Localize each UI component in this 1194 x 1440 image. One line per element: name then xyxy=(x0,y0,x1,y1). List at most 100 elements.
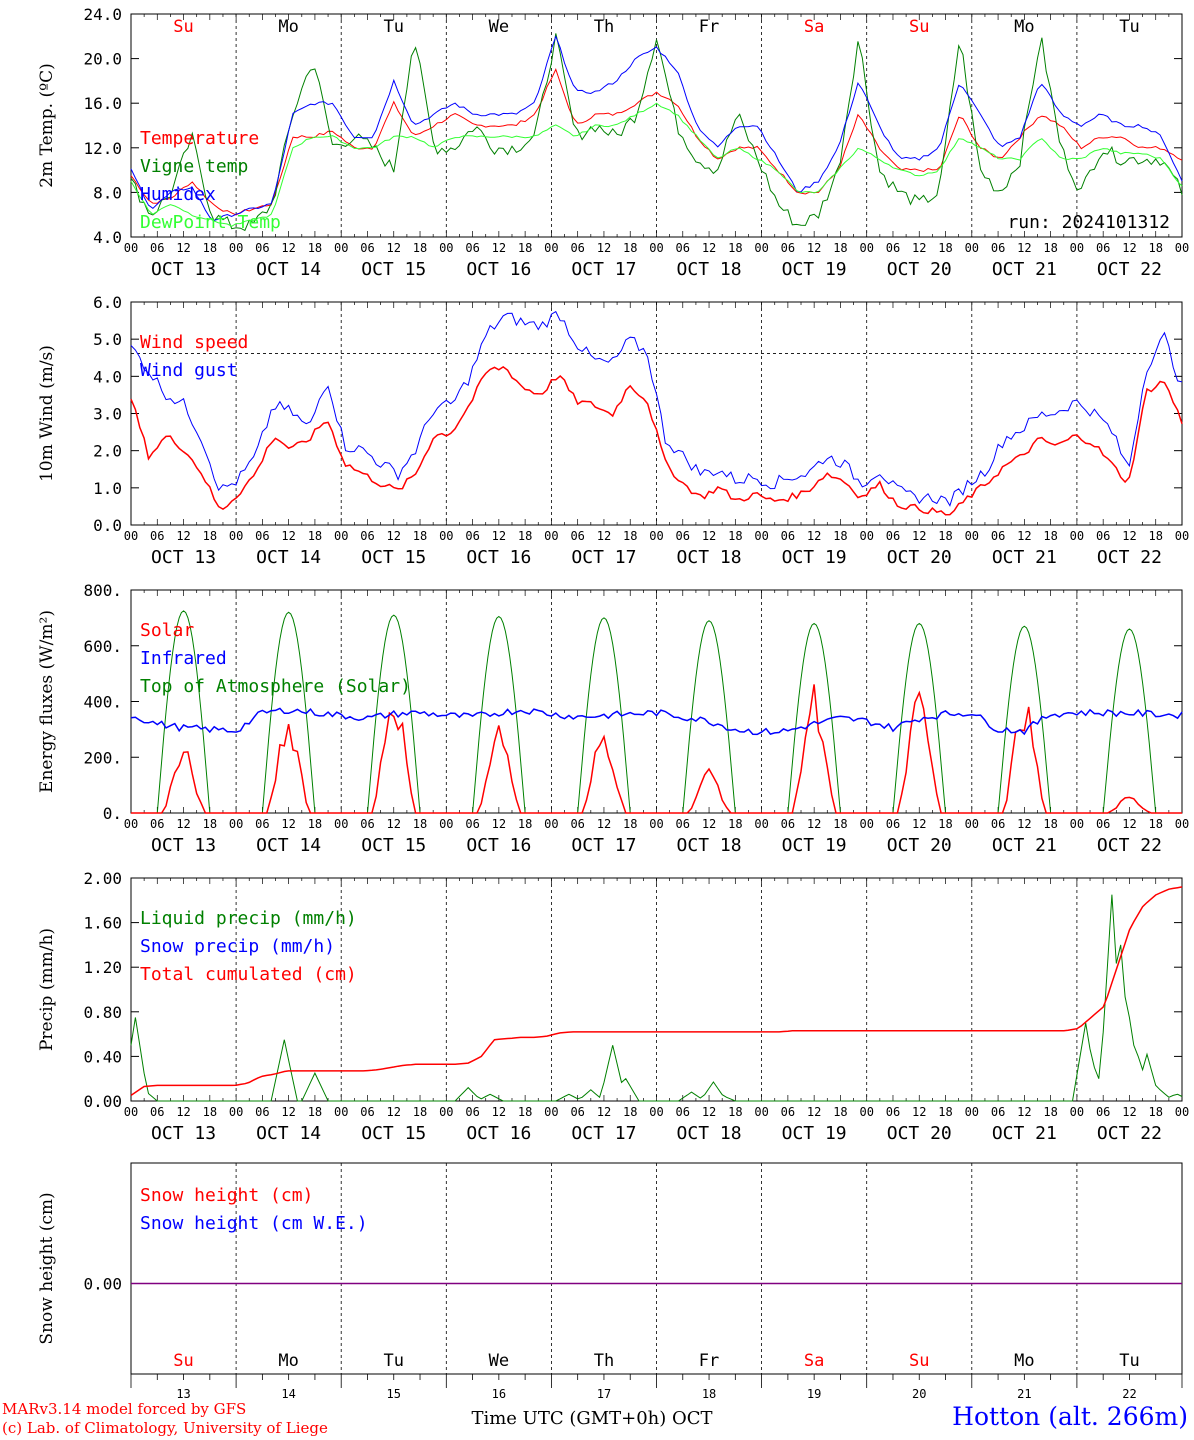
credits: MARv3.14 model forced by GFS (c) Lab. of… xyxy=(2,1400,328,1438)
hour-tick-label: 00 xyxy=(649,1105,663,1119)
hour-tick-label: 12 xyxy=(1017,817,1031,831)
hour-tick-label: 06 xyxy=(360,241,374,255)
date-label: OCT 14 xyxy=(256,835,321,856)
day-number: 13 xyxy=(176,1387,190,1401)
solar-line xyxy=(131,684,1182,814)
hour-tick-label: 00 xyxy=(859,1105,873,1119)
hour-tick-label: 00 xyxy=(859,529,873,543)
date-label: OCT 22 xyxy=(1097,259,1162,280)
hour-tick-label: 06 xyxy=(255,1105,269,1119)
legend-humidex: Humidex xyxy=(140,184,216,205)
hour-tick-label: 06 xyxy=(1096,817,1110,831)
credits-line-1: MARv3.14 model forced by GFS xyxy=(2,1400,247,1418)
date-label: OCT 13 xyxy=(151,1123,216,1144)
y-tick-label: 24.0 xyxy=(83,5,122,24)
hour-tick-label: 06 xyxy=(886,529,900,543)
hour-tick-label: 18 xyxy=(203,1105,217,1119)
hour-tick-label: 06 xyxy=(1096,529,1110,543)
hour-tick-label: 00 xyxy=(544,241,558,255)
day-letter: We xyxy=(489,17,509,37)
hour-tick-label: 00 xyxy=(544,1105,558,1119)
hour-tick-label: 12 xyxy=(176,817,190,831)
date-label: OCT 16 xyxy=(466,1123,531,1144)
day-number: 19 xyxy=(807,1387,821,1401)
y-tick-label: 1.60 xyxy=(83,914,122,933)
y-tick-label: 1.20 xyxy=(83,958,122,977)
hour-tick-label: 00 xyxy=(334,529,348,543)
date-label: OCT 18 xyxy=(677,259,742,280)
hour-tick-label: 12 xyxy=(912,529,926,543)
day-letter-bottom: Tu xyxy=(384,1351,404,1371)
hour-tick-label: 00 xyxy=(334,817,348,831)
credits-line-2: (c) Lab. of Climatology, University of L… xyxy=(2,1419,328,1437)
y-tick-label: 0. xyxy=(103,804,122,823)
hour-tick-label: 18 xyxy=(308,529,322,543)
day-letter-bottom: We xyxy=(489,1351,509,1371)
hour-tick-label: 06 xyxy=(991,817,1005,831)
hour-tick-label: 18 xyxy=(203,529,217,543)
date-label: OCT 16 xyxy=(466,259,531,280)
hour-tick-label: 18 xyxy=(623,529,637,543)
date-label: OCT 22 xyxy=(1097,835,1162,856)
day-letter: Tu xyxy=(384,17,404,37)
y-tick-label: 16.0 xyxy=(83,94,122,113)
hour-tick-label: 18 xyxy=(833,817,847,831)
panel-4-ylabel: Precip (mm/h) xyxy=(37,928,57,1051)
hour-tick-label: 12 xyxy=(176,529,190,543)
hour-tick-label: 06 xyxy=(886,817,900,831)
wind-speed-line xyxy=(130,365,1183,516)
hour-tick-label: 00 xyxy=(439,529,453,543)
hour-tick-label: 18 xyxy=(1043,817,1057,831)
hour-tick-label: 12 xyxy=(597,1105,611,1119)
hour-tick-label: 12 xyxy=(807,241,821,255)
day-number: 14 xyxy=(281,1387,295,1401)
hour-tick-label: 06 xyxy=(781,529,795,543)
date-label: OCT 17 xyxy=(571,835,636,856)
y-tick-label: 400. xyxy=(83,693,122,712)
hour-tick-label: 12 xyxy=(597,241,611,255)
hour-tick-label: 12 xyxy=(807,1105,821,1119)
date-label: OCT 19 xyxy=(782,259,847,280)
hour-tick-label: 06 xyxy=(570,241,584,255)
date-label: OCT 13 xyxy=(151,547,216,568)
hour-tick-label: 00 xyxy=(334,1105,348,1119)
hour-tick-label: 06 xyxy=(991,1105,1005,1119)
date-label: OCT 20 xyxy=(887,547,952,568)
hour-tick-label: 18 xyxy=(938,241,952,255)
hour-tick-label: 00 xyxy=(544,817,558,831)
hour-tick-label: 00 xyxy=(649,529,663,543)
hour-tick-label: 06 xyxy=(886,1105,900,1119)
hour-tick-label: 12 xyxy=(281,817,295,831)
hour-tick-label: 18 xyxy=(833,241,847,255)
legend-infrared: Infrared xyxy=(140,648,227,669)
legend-liquid-precip-mm-h-: Liquid precip (mm/h) xyxy=(140,908,357,929)
hour-tick-label: 18 xyxy=(1148,529,1162,543)
legend-solar: Solar xyxy=(140,620,194,641)
date-label: OCT 16 xyxy=(466,835,531,856)
hour-tick-label: 18 xyxy=(1148,817,1162,831)
hour-tick-label: 18 xyxy=(833,529,847,543)
y-tick-label: 2.0 xyxy=(93,442,122,461)
hour-tick-label: 18 xyxy=(623,817,637,831)
liquid-precip-line xyxy=(130,894,1183,1102)
date-label: OCT 13 xyxy=(151,835,216,856)
legend-temperature: Temperature xyxy=(140,128,259,149)
y-tick-label: 4.0 xyxy=(93,367,122,386)
hour-tick-label: 18 xyxy=(623,1105,637,1119)
wind-gust-line xyxy=(130,310,1183,507)
y-tick-label: 4.0 xyxy=(93,228,122,247)
day-letter-bottom: Tu xyxy=(1119,1351,1139,1371)
hour-tick-label: 00 xyxy=(124,529,138,543)
y-tick-label: 200. xyxy=(83,748,122,767)
y-tick-label: 12.0 xyxy=(83,139,122,158)
hour-tick-label: 06 xyxy=(676,817,690,831)
hour-tick-label: 06 xyxy=(991,241,1005,255)
infrared-line xyxy=(130,707,1183,736)
hour-tick-label: 18 xyxy=(938,817,952,831)
legend-total-cumulated-cm-: Total cumulated (cm) xyxy=(140,964,357,985)
hour-tick-label: 12 xyxy=(1122,1105,1136,1119)
hour-tick-label: 12 xyxy=(1122,817,1136,831)
hour-tick-label: 18 xyxy=(308,241,322,255)
hour-tick-label: 12 xyxy=(597,529,611,543)
hour-tick-label: 12 xyxy=(176,1105,190,1119)
